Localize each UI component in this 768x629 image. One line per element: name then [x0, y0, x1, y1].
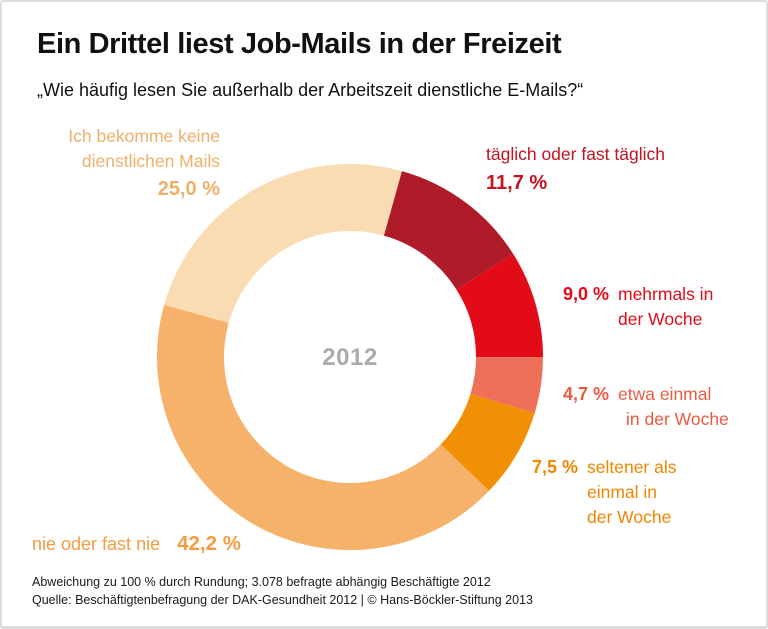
label-etwa-einmal-line1: etwa einmal [618, 384, 712, 404]
value-keine-mails: 25,0 % [157, 178, 220, 200]
donut-segment-4 [156, 304, 490, 551]
label-seltener: 7,5 % seltener als einmal in der Woche [530, 455, 677, 530]
label-etwa-einmal-text: etwa einmal in der Woche [618, 382, 729, 432]
label-taeglich-text: täglich oder fast täglich [486, 144, 665, 164]
donut-segment-0 [383, 171, 514, 290]
label-nie-text: nie oder fast nie [32, 534, 161, 554]
footer-note: Abweichung zu 100 % durch Rundung; 3.078… [32, 575, 491, 589]
donut-segments [156, 164, 544, 551]
footer: Abweichung zu 100 % durch Rundung; 3.078… [32, 573, 533, 609]
label-keine-mails: Ich bekomme keine dienstlichen Mails 25,… [32, 124, 220, 202]
label-mehrmals-line1: mehrmals in [618, 284, 714, 304]
footer-source: Quelle: Beschäftigtenbefragung der DAK-G… [32, 593, 533, 607]
label-etwa-einmal: 4,7 % etwa einmal in der Woche [561, 382, 729, 432]
label-keine-mails-line1: Ich bekomme keine [68, 126, 220, 146]
label-mehrmals-text: mehrmals in der Woche [618, 282, 713, 332]
donut-segment-5 [164, 164, 402, 323]
label-nie: nie oder fast nie 42,2 % [32, 532, 241, 556]
label-etwa-einmal-line2: in der Woche [626, 409, 729, 429]
donut-segment-3 [440, 393, 535, 491]
survey-question-subtitle: „Wie häufig lesen Sie außerhalb der Arbe… [37, 80, 584, 100]
value-mehrmals: 9,0 % [562, 284, 609, 304]
label-mehrmals-line2: der Woche [618, 309, 703, 329]
value-taeglich: 11,7 % [486, 172, 548, 194]
chart-year-label: 2012 [322, 344, 378, 371]
value-etwa-einmal: 4,7 % [562, 384, 609, 404]
donut-segment-1 [456, 253, 544, 358]
value-seltener: 7,5 % [531, 457, 578, 477]
label-keine-mails-line2: dienstlichen Mails [81, 151, 220, 171]
label-seltener-line3: der Woche [587, 507, 672, 527]
label-seltener-text: seltener als einmal in der Woche [587, 455, 677, 530]
value-nie: 42,2 % [177, 532, 241, 555]
page-title: Ein Drittel liest Job-Mails in der Freiz… [37, 28, 562, 60]
label-seltener-line1: seltener als [587, 457, 677, 477]
label-mehrmals: 9,0 % mehrmals in der Woche [561, 282, 713, 332]
label-seltener-line2: einmal in [587, 482, 658, 502]
donut-segment-2 [470, 357, 543, 414]
label-taeglich: täglich oder fast täglich 11,7 % [486, 142, 665, 196]
